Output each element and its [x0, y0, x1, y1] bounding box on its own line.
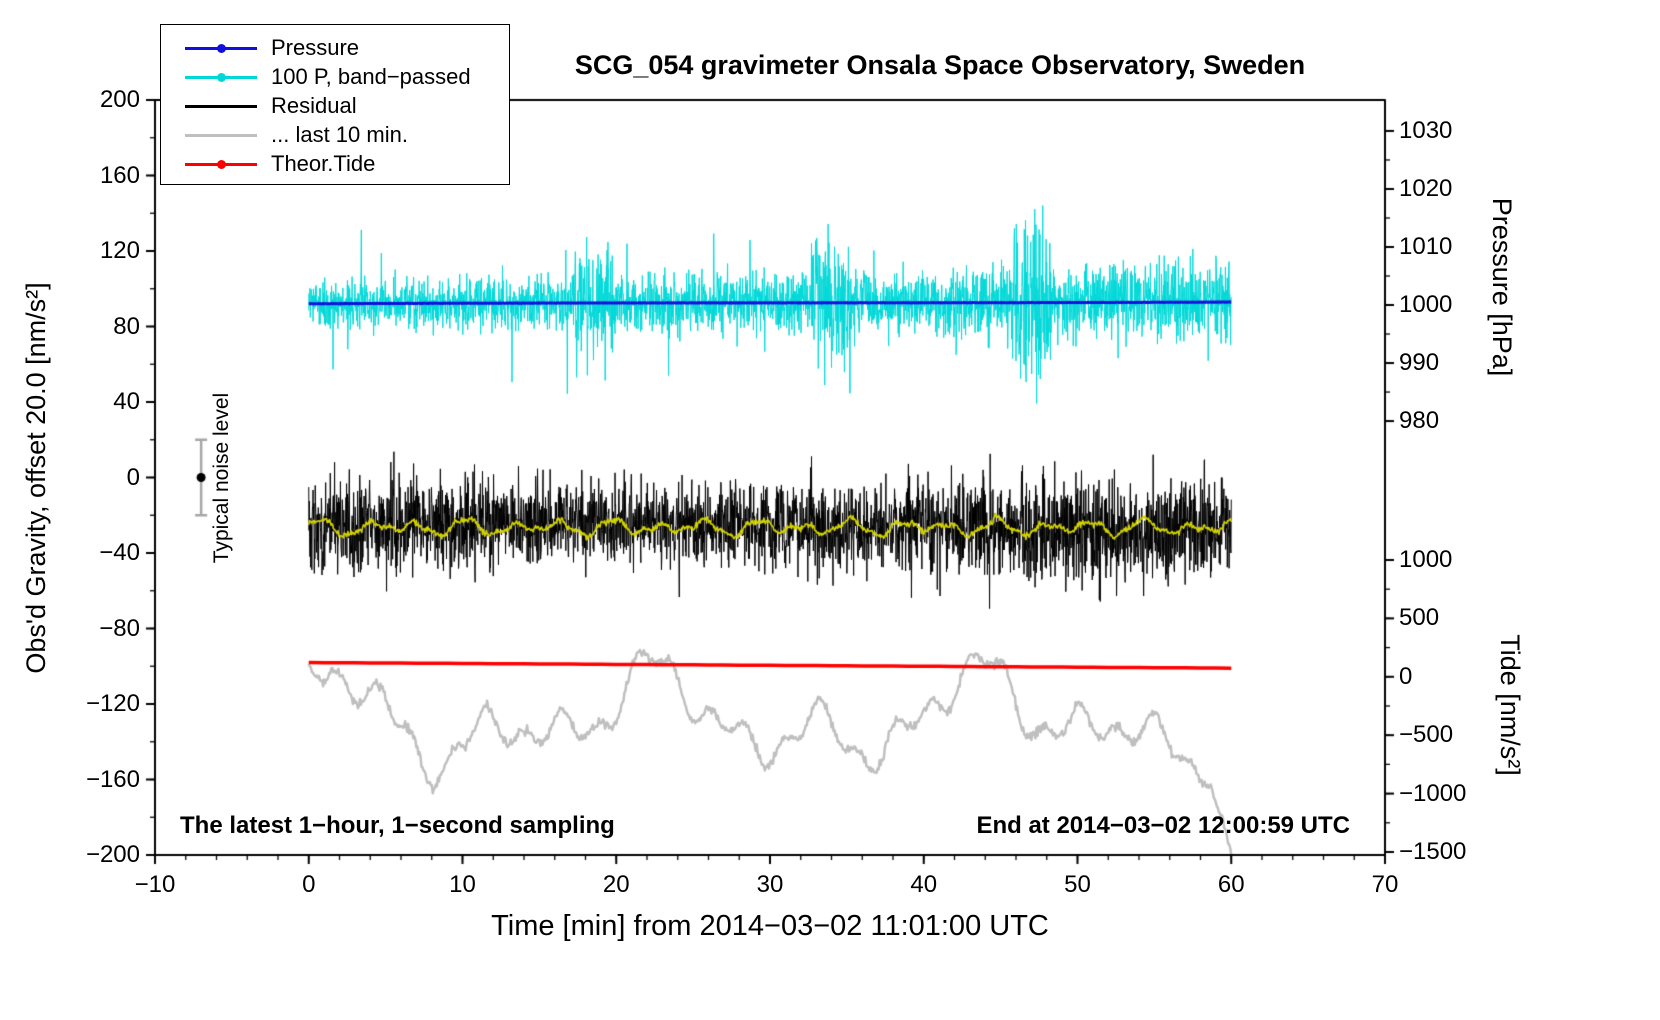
y-left-tick-label: −160: [85, 765, 140, 793]
y-left-tick-label: 40: [113, 388, 140, 415]
pressure-tick-label: 1020: [1399, 174, 1453, 202]
legend-line-sample: [185, 70, 257, 84]
x-tick-label: 0: [302, 871, 316, 898]
y-axis-pressure-label: Pressure [hPa]: [1487, 197, 1517, 377]
legend-line-sample: [185, 99, 257, 113]
y-left-tick-label: 200: [99, 86, 140, 113]
legend-item-label: ... last 10 min.: [271, 121, 408, 147]
legend-item: Residual: [161, 91, 509, 120]
legend-dot-marker: [217, 43, 226, 53]
pressure-tick-label: 990: [1399, 349, 1440, 377]
x-tick-label: 50: [1064, 871, 1091, 898]
x-tick-label: 30: [756, 871, 784, 898]
end-time-note: End at 2014−03−02 12:00:59 UTC: [976, 812, 1350, 839]
pressure-tick-label: 1030: [1399, 116, 1453, 144]
legend-item: Theor.Tide: [161, 149, 509, 178]
legend-item-label: 100 P, band−passed: [271, 63, 471, 89]
legend-line-sample: [185, 128, 257, 142]
x-tick-label: 10: [449, 871, 476, 898]
x-tick-label: −10: [134, 871, 176, 898]
legend-dot-marker: [217, 72, 226, 82]
pressure-tick-label: 980: [1399, 407, 1440, 435]
y-axis-tide-label: Tide [nm/s²]: [1495, 634, 1525, 776]
pressure-tick-label: 1000: [1399, 291, 1453, 319]
legend-item: ... last 10 min.: [161, 120, 509, 149]
y-left-tick-label: −120: [85, 690, 140, 717]
tide-tick-label: −500: [1399, 721, 1454, 749]
legend-dot-marker: [217, 159, 226, 169]
chart-legend: Pressure 100 P, band−passed Residual ... la…: [160, 24, 510, 185]
y-left-tick-label: −80: [99, 614, 140, 642]
sampling-note: The latest 1−hour, 1−second sampling: [180, 812, 615, 839]
legend-line-sample: [185, 41, 257, 55]
y-left-tick-label: −40: [99, 539, 140, 566]
y-left-tick-label: −200: [85, 841, 140, 868]
x-tick-label: 40: [910, 871, 938, 898]
x-tick-label: 20: [602, 871, 630, 898]
tide-tick-label: −1000: [1399, 779, 1467, 807]
legend-item-label: Pressure: [271, 34, 360, 60]
tide-tick-label: 500: [1399, 604, 1440, 632]
legend-line-sample: [185, 157, 257, 171]
legend-item-label: Theor.Tide: [271, 150, 376, 176]
tide-tick-label: 1000: [1399, 545, 1453, 573]
y-left-tick-label: 80: [113, 312, 140, 340]
tide-tick-label: 0: [1399, 662, 1413, 690]
tide-tick-label: −1500: [1399, 837, 1467, 865]
legend-item: 100 P, band−passed: [161, 62, 509, 91]
pressure-tick-label: 1010: [1399, 232, 1453, 260]
x-axis-label: Time [min] from 2014−03−02 11:01:00 UTC: [491, 910, 1049, 942]
legend-item: Pressure: [161, 33, 509, 62]
y-axis-left-label: Obs'd Gravity, offset 20.0 [nm/s²]: [21, 282, 51, 674]
y-left-tick-label: 160: [99, 161, 140, 189]
y-left-tick-label: 120: [99, 237, 140, 264]
noise-level-annotation: Typical noise level: [210, 392, 233, 564]
chart-title: SCG_054 gravimeter Onsala Space Observat…: [574, 50, 1306, 80]
x-tick-label: 70: [1371, 871, 1399, 898]
legend-item-label: Residual: [271, 92, 357, 118]
y-left-tick-label: 0: [126, 463, 140, 491]
x-tick-label: 60: [1217, 871, 1245, 898]
